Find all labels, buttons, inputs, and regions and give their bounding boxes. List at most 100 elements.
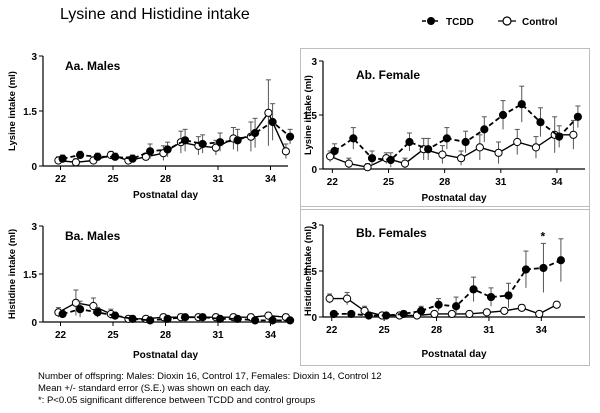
- data-point-tcdd: [76, 305, 85, 314]
- data-point-tcdd: [93, 152, 102, 161]
- data-point-control: [264, 108, 273, 117]
- data-point-tcdd: [461, 137, 470, 147]
- data-point-control: [465, 309, 474, 319]
- data-point-tcdd: [286, 316, 295, 325]
- y-tick-label-ab: 1.5: [303, 111, 317, 122]
- x-tick-label-ba: 22: [55, 330, 67, 341]
- data-point-tcdd: [268, 316, 277, 325]
- data-point-tcdd: [349, 134, 358, 143]
- data-point-tcdd: [58, 154, 67, 163]
- note-mean: Mean +/- standard error (S.E.) was shown…: [38, 383, 271, 394]
- data-point-control: [281, 147, 290, 156]
- data-point-tcdd: [486, 292, 496, 302]
- y-tick-label-ba: 3: [31, 222, 37, 233]
- series-line-tcdd-bb: [333, 259, 562, 317]
- data-point-tcdd: [517, 100, 526, 109]
- x-tick-label-bb: 28: [431, 325, 443, 336]
- data-point-tcdd: [198, 139, 207, 149]
- data-point-tcdd: [329, 309, 338, 319]
- series-line-tcdd-ba: [62, 308, 291, 322]
- data-point-tcdd: [386, 155, 395, 165]
- data-point-tcdd: [58, 309, 67, 319]
- x-tick-label-aa: 22: [55, 174, 67, 185]
- data-point-tcdd: [93, 308, 102, 317]
- x-tick-label-bb: 25: [379, 325, 391, 336]
- data-point-control: [457, 154, 466, 163]
- data-point-tcdd: [536, 118, 545, 127]
- data-point-tcdd: [111, 311, 120, 320]
- data-point-control: [211, 143, 220, 152]
- legend: TCDD Control: [420, 14, 600, 28]
- data-point-tcdd: [469, 285, 478, 294]
- data-point-control: [569, 130, 578, 139]
- data-point-control: [363, 163, 372, 172]
- x-axis-label-ba: Postnatal day: [133, 350, 198, 361]
- data-point-control: [430, 309, 439, 319]
- data-point-tcdd: [367, 154, 377, 163]
- data-point-tcdd: [498, 110, 508, 120]
- data-point-tcdd: [556, 256, 565, 265]
- data-point-tcdd: [504, 291, 513, 300]
- data-point-tcdd: [216, 138, 225, 147]
- data-point-control: [475, 143, 484, 152]
- x-tick-label-ba: 28: [160, 330, 172, 341]
- x-tick-label-aa: 28: [160, 174, 172, 185]
- data-point-tcdd: [405, 137, 414, 147]
- y-tick-label-aa: 3: [31, 52, 37, 63]
- x-tick-label-ab: 34: [551, 177, 563, 188]
- y-axis-label-ba: Histidine intake (ml): [7, 229, 18, 319]
- significance-mark-bb: *: [540, 229, 545, 243]
- data-point-tcdd: [251, 316, 260, 325]
- data-point-tcdd: [163, 314, 172, 323]
- y-tick-label-ab: 0: [311, 165, 317, 176]
- data-point-tcdd: [268, 117, 277, 127]
- x-tick-label-ba: 25: [107, 330, 119, 341]
- x-tick-label-aa: 34: [265, 174, 277, 185]
- data-point-tcdd: [417, 306, 426, 315]
- x-tick-label-bb: 31: [483, 325, 495, 336]
- legend-svg: TCDD Control: [422, 16, 558, 28]
- data-point-tcdd: [198, 313, 207, 322]
- y-tick-label-ba: 1.5: [23, 270, 37, 281]
- data-point-control: [494, 148, 503, 157]
- y-axis-label-ab: Lysine intake (ml): [303, 75, 314, 155]
- data-point-control: [447, 309, 457, 319]
- data-point-tcdd: [539, 263, 548, 273]
- data-point-control: [517, 303, 526, 312]
- data-point-tcdd: [573, 112, 582, 121]
- chart-aa-svg: 0 1.5 3 22 25 28 31 34 Postnatal day Lysine intak…: [7, 52, 295, 201]
- chart-ab-svg: 0 1.5 3 22 25 28 31 34 Postnatal day Lysine intak…: [303, 57, 585, 204]
- data-point-tcdd: [181, 136, 190, 145]
- data-point-control: [531, 143, 541, 152]
- legend-control-marker: [502, 16, 512, 26]
- x-tick-label-bb: 22: [326, 325, 338, 336]
- data-point-tcdd: [111, 152, 120, 161]
- y-tick-label-aa: 0: [31, 162, 37, 173]
- data-point-tcdd: [330, 146, 339, 156]
- data-point-control: [438, 150, 447, 159]
- y-tick-label-ba: 0: [31, 318, 37, 329]
- data-point-tcdd: [251, 128, 260, 138]
- y-tick-label-aa: 1.5: [23, 107, 37, 118]
- data-point-tcdd: [434, 300, 443, 309]
- data-point-tcdd: [233, 314, 242, 323]
- y-tick-label-bb: 1.5: [303, 267, 317, 278]
- data-point-tcdd: [128, 154, 137, 163]
- x-tick-label-ab: 31: [495, 177, 507, 188]
- panel-title-aa: Aa. Males: [65, 59, 121, 73]
- chart-bb-svg: 0 1.5 3 22 25 28 31 34 Postnatal day Histidine in…: [303, 221, 585, 360]
- data-point-tcdd: [233, 136, 242, 145]
- data-point-tcdd: [521, 265, 531, 274]
- data-point-tcdd: [181, 313, 190, 322]
- chart-panel-ab: 0 1.5 3 22 25 28 31 34 Postnatal day Lysine intak…: [300, 48, 590, 210]
- data-point-tcdd: [424, 145, 433, 154]
- x-tick-label-ab: 22: [327, 177, 339, 188]
- data-point-tcdd: [146, 147, 155, 156]
- data-point-control: [400, 159, 410, 168]
- chart-panel-bb: 0 1.5 3 22 25 28 31 34 Postnatal day Histidine in…: [300, 206, 590, 366]
- data-point-tcdd: [216, 314, 225, 323]
- data-point-control: [71, 298, 81, 307]
- y-axis-label-bb: Histidine intake (ml): [303, 226, 314, 316]
- data-point-control: [500, 306, 509, 315]
- data-point-tcdd: [347, 309, 356, 319]
